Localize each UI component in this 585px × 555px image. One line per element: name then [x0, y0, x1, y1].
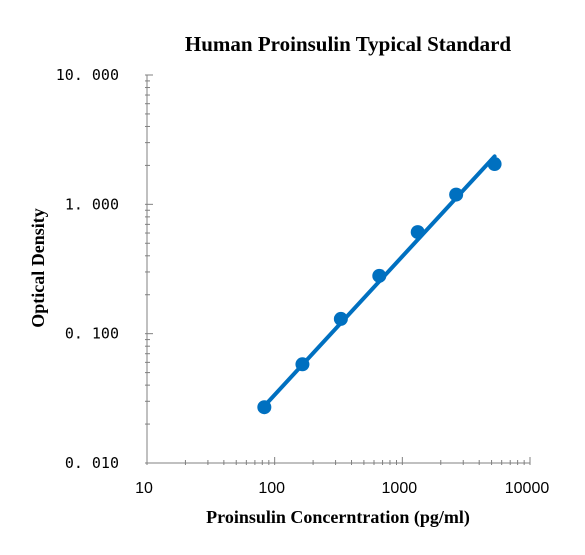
- data-point: [410, 225, 425, 240]
- axes: [145, 74, 531, 465]
- data-point: [487, 157, 502, 172]
- y-tick-label: 10. 000: [56, 66, 119, 84]
- data-point: [333, 311, 348, 326]
- data-point: [295, 357, 310, 372]
- y-tick-label: 0. 010: [65, 454, 119, 472]
- data-point: [449, 187, 464, 202]
- y-tick-label: 1. 000: [65, 195, 119, 213]
- y-axis-label: Optical Density: [28, 208, 48, 328]
- data-point: [257, 400, 272, 415]
- x-tick-label: 1000: [382, 480, 418, 497]
- data-points: [257, 157, 502, 415]
- data-point: [372, 268, 387, 283]
- y-tick-label: 0. 100: [65, 325, 119, 343]
- x-tick-label: 100: [258, 480, 285, 497]
- chart-title: Human Proinsulin Typical Standard: [185, 32, 512, 56]
- x-tick-labels: 10 100 1000 10000: [135, 480, 549, 497]
- x-axis-label: Proinsulin Concerntration (pg/ml): [206, 507, 470, 528]
- x-tick-label: 10000: [505, 480, 550, 497]
- y-tick-labels: 0. 010 0. 100 1. 000 10. 000: [56, 66, 119, 472]
- x-tick-label: 10: [135, 480, 153, 497]
